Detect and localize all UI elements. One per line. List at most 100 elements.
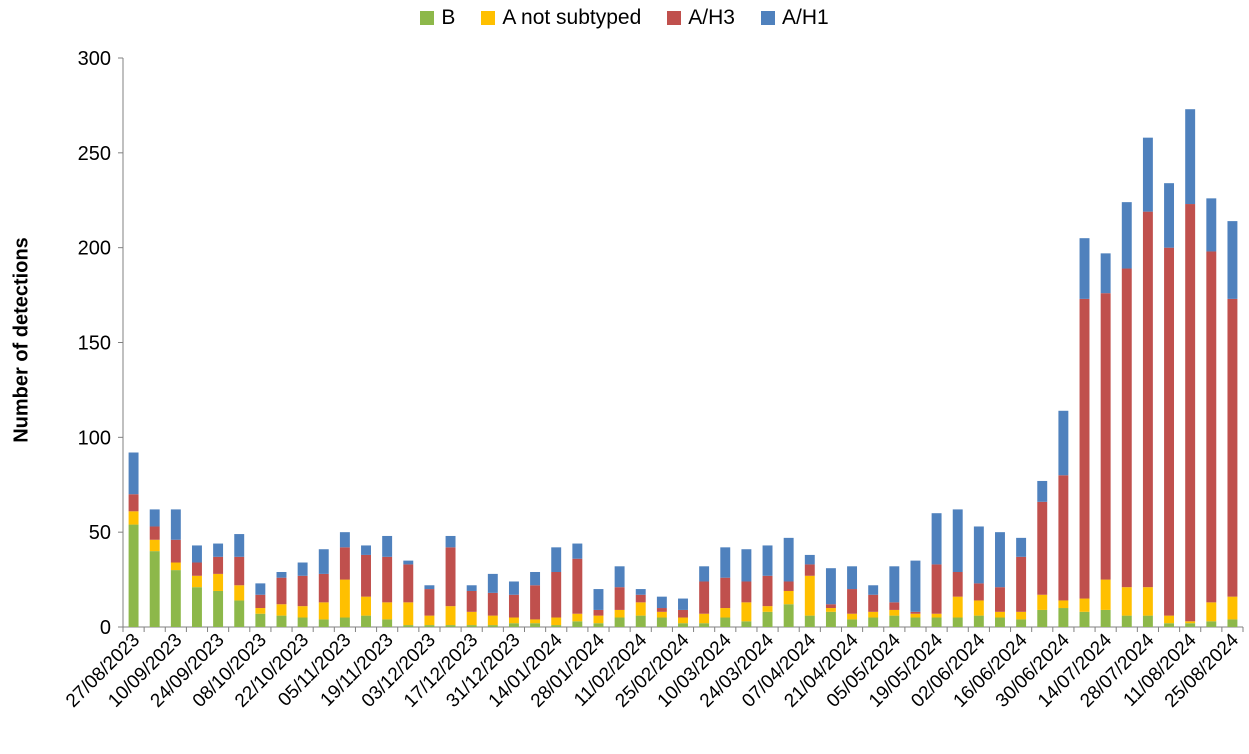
bar-segment-b <box>149 551 160 627</box>
bar-segment-a-h3 <box>276 577 287 605</box>
bar-segment-a-not-subtyped <box>741 602 752 622</box>
bar-segment-a-h3 <box>804 564 815 576</box>
bar-segment-b <box>910 617 921 627</box>
bar-segment-a-h3 <box>1037 501 1048 595</box>
bar-segment-a-h1 <box>762 545 773 576</box>
bar-segment-b <box>191 587 202 627</box>
bar-segment-a-not-subtyped <box>466 611 477 626</box>
bar-segment-b <box>1121 615 1132 627</box>
bar-segment-a-h3 <box>952 571 963 597</box>
bar-segment-a-h3 <box>1164 247 1175 616</box>
bar-segment-a-h3 <box>213 556 224 574</box>
bar-segment-a-h1 <box>403 560 414 565</box>
bar-segment-b <box>973 615 984 627</box>
bar-segment-b <box>699 623 710 627</box>
bar-segment-a-h3 <box>720 577 731 609</box>
legend-item: B <box>420 6 455 30</box>
bar-segment-a-h3 <box>1016 556 1027 612</box>
bar-segment-a-h1 <box>339 532 350 548</box>
bar-segment-a-not-subtyped <box>1016 611 1027 620</box>
bar-segment-a-h3 <box>931 564 942 614</box>
bar-segment-b <box>804 615 815 627</box>
bar-segment-a-not-subtyped <box>847 613 858 620</box>
bar-segment-a-h1 <box>889 566 900 603</box>
bar-segment-b <box>128 524 139 627</box>
bar-segment-a-h3 <box>973 583 984 601</box>
bar-segment-b <box>762 611 773 627</box>
bar-segment-a-not-subtyped <box>1058 600 1069 609</box>
bar-segment-a-h3 <box>656 608 667 612</box>
legend-label: A not subtyped <box>502 6 642 29</box>
legend-swatch <box>667 11 682 25</box>
bar-segment-b <box>847 619 858 627</box>
bar-segment-a-h3 <box>614 587 625 610</box>
bar-segment-a-h1 <box>276 571 287 578</box>
bar-segment-a-not-subtyped <box>445 606 456 626</box>
bar-segment-a-h1 <box>635 589 646 595</box>
y-tick-label: 300 <box>78 48 111 70</box>
bar-segment-a-h1 <box>191 545 202 563</box>
bar-segment-a-h1 <box>382 535 393 557</box>
bar-segment-b <box>1164 623 1175 627</box>
bar-segment-b <box>318 619 329 627</box>
bar-segment-a-h1 <box>1164 183 1175 248</box>
bar-segment-a-h3 <box>783 581 794 591</box>
bar-segment-b <box>572 621 583 627</box>
bar-segment-b <box>678 623 688 627</box>
bar-segment-a-h3 <box>1121 268 1132 588</box>
bar-segment-b <box>445 625 456 627</box>
bar-segment-a-h1 <box>1037 480 1048 502</box>
bar-segment-a-not-subtyped <box>191 575 202 588</box>
bar-segment-b <box>1016 619 1027 627</box>
bar-segment-b <box>1142 615 1153 627</box>
bar-segment-a-h3 <box>487 592 498 616</box>
bar-segment-a-h1 <box>508 581 519 595</box>
bar-segment-a-h1 <box>1058 410 1069 476</box>
legend-swatch <box>760 11 775 25</box>
bar-segment-b <box>1058 608 1069 627</box>
bar-segment-a-not-subtyped <box>403 602 414 626</box>
bar-segment-a-h1 <box>973 526 984 584</box>
bar-segment-b <box>234 600 245 627</box>
bar-segment-a-not-subtyped <box>1206 602 1217 622</box>
bar-segment-b <box>466 625 477 627</box>
bar-segment-a-not-subtyped <box>656 611 667 618</box>
bar-segment-b <box>403 625 414 627</box>
bar-segment-a-not-subtyped <box>361 596 371 616</box>
bar-segment-a-h1 <box>1121 202 1132 269</box>
bar-segment-a-h1 <box>614 566 625 588</box>
bar-segment-a-not-subtyped <box>593 615 604 624</box>
bar-segment-a-not-subtyped <box>424 615 435 626</box>
bar-segment-a-h3 <box>572 558 583 614</box>
bar-segment-a-h1 <box>931 513 942 565</box>
bar-segment-a-h3 <box>699 581 710 614</box>
y-tick-label: 200 <box>78 238 111 260</box>
bar-segment-a-not-subtyped <box>1142 587 1153 616</box>
bar-segment-a-h3 <box>255 594 266 609</box>
bar-segment-a-not-subtyped <box>318 602 329 620</box>
bar-segment-a-h1 <box>1227 221 1238 299</box>
bar-segment-a-not-subtyped <box>783 590 794 605</box>
bar-segment-b <box>741 621 752 627</box>
bar-segment-b <box>931 617 942 627</box>
bar-segment-a-h3 <box>910 611 921 614</box>
bar-segment-a-h3 <box>234 556 245 586</box>
bar-segment-a-h3 <box>424 589 435 616</box>
legend-label: A/H3 <box>688 6 735 29</box>
bar-segment-a-h3 <box>1206 251 1217 603</box>
bar-segment-a-h1 <box>466 585 477 591</box>
bar-segment-a-h1 <box>297 562 308 576</box>
bar-segment-a-h3 <box>635 594 646 603</box>
bar-segment-a-h1 <box>1079 238 1090 299</box>
bar-segment-a-h1 <box>783 537 794 582</box>
bar-segment-a-h1 <box>530 571 541 586</box>
bar-segment-a-h3 <box>995 587 1005 612</box>
bar-segment-a-h3 <box>868 594 879 612</box>
bar-segment-b <box>635 615 646 627</box>
bar-segment-a-not-subtyped <box>213 573 224 591</box>
bar-segment-a-not-subtyped <box>234 585 245 601</box>
bar-segment-a-not-subtyped <box>297 606 308 618</box>
bar-segment-a-not-subtyped <box>255 608 266 614</box>
bar-segment-b <box>593 623 604 627</box>
bar-segment-a-h1 <box>128 452 139 495</box>
